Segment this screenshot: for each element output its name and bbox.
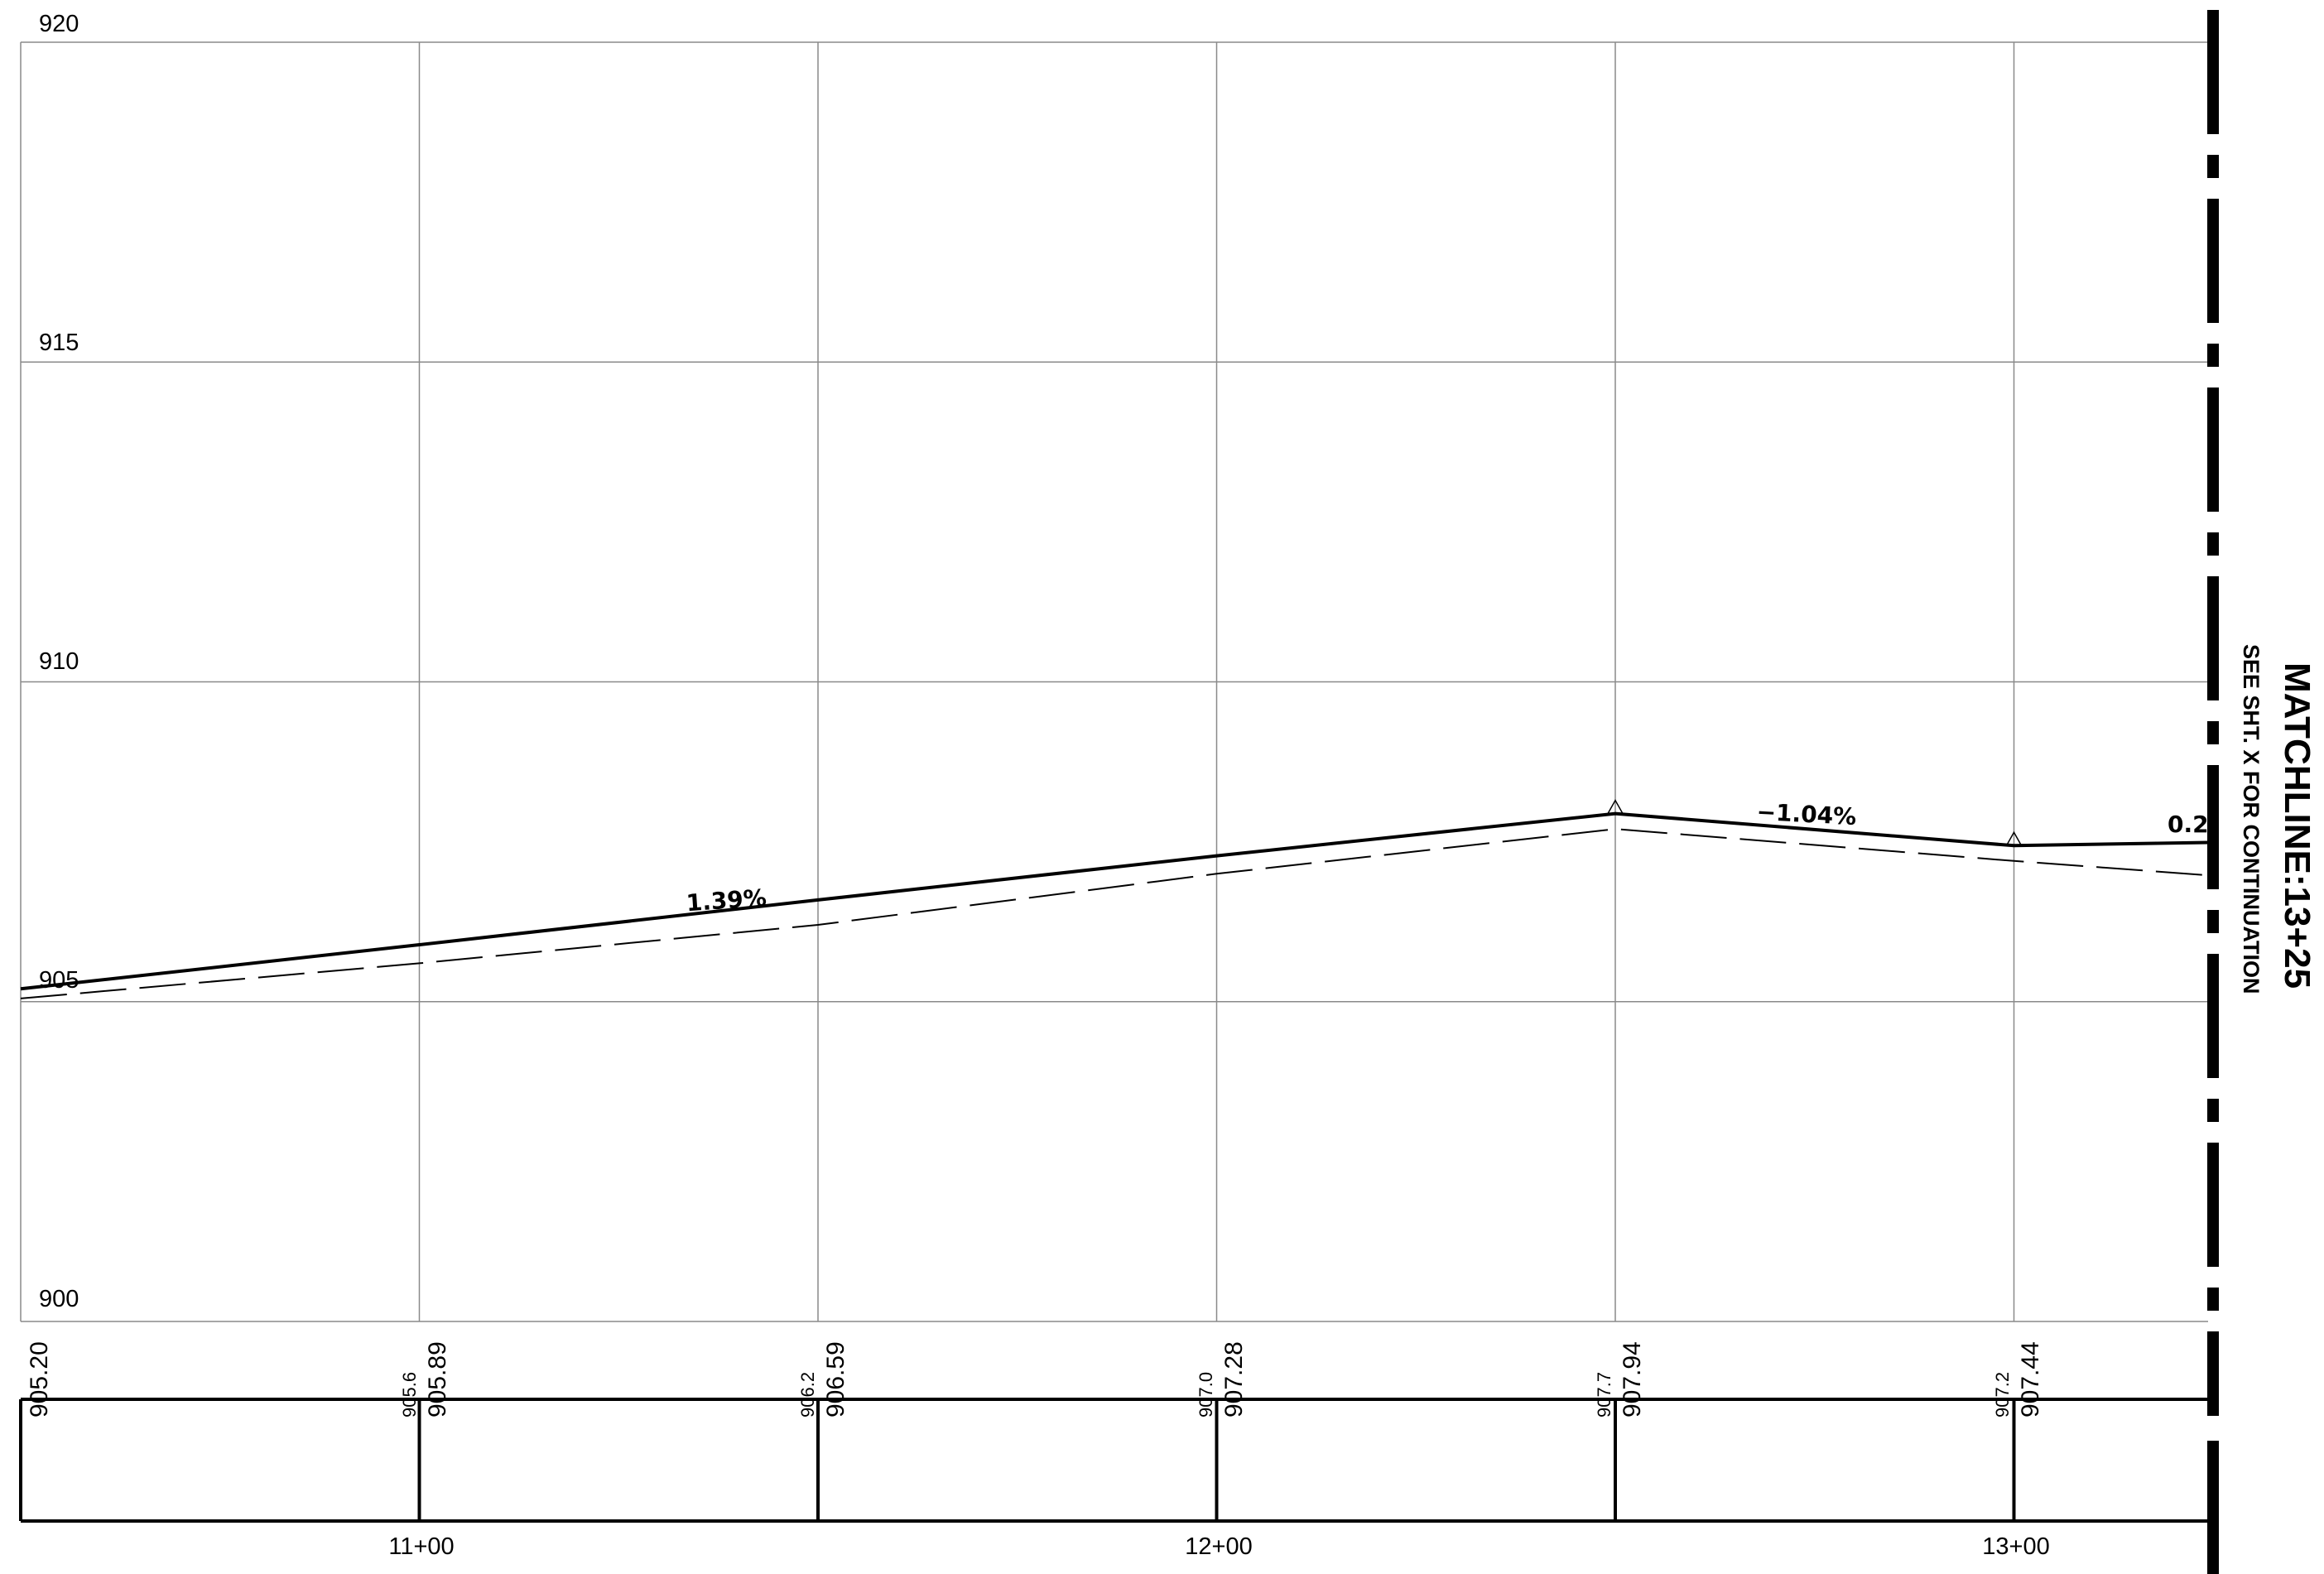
table-cell-existing-2: 906.2 [797,1372,818,1418]
pvi-marker-2 [2005,830,2023,847]
table-cell-existing-3: 907.0 [1196,1372,1216,1418]
table-cell-proposed-1: 905.89 [424,1341,451,1418]
table-cell-proposed-0: 905.20 [26,1341,53,1418]
elevation-table-values: 905.20 905.6 905.89 906.2 906.59 907.0 9… [26,1341,2044,1418]
station-label-12-00: 12+00 [1185,1533,1252,1560]
table-cell-existing-1: 905.6 [399,1372,420,1418]
table-cell-existing-4: 907.7 [1594,1372,1614,1418]
table-cell-proposed-4: 907.94 [1619,1341,1646,1418]
matchline-subtitle: SEE SHT. X FOR CONTINUATION [2239,644,2264,994]
pvi-marker-1 [1606,799,1624,815]
elevation-label-920: 920 [39,11,79,37]
profile-grid [20,41,2208,1322]
existing-ground-line [20,828,2214,999]
elevation-label-900: 900 [39,1286,79,1312]
elevation-label-915: 915 [39,330,79,356]
proposed-profile-line [20,811,2214,991]
grade-labels: 1.39% −1.04% 0.2 [686,798,2209,917]
station-axis-labels: 11+00 12+00 13+00 [388,1533,2049,1560]
matchline: MATCHLINE:13+25 SEE SHT. X FOR CONTINUAT… [2207,10,2317,1574]
station-label-11-00: 11+00 [388,1533,454,1560]
grade-label-3: 0.2 [2168,811,2209,838]
elevation-table [19,1398,2208,1523]
grade-label-2: −1.04% [1756,798,1857,830]
matchline-title: MATCHLINE:13+25 [2277,662,2317,989]
elevation-axis-labels: 920 915 910 905 900 [39,11,79,1312]
station-label-13-00: 13+00 [1982,1533,2049,1560]
table-cell-proposed-2: 906.59 [822,1341,849,1418]
table-cell-existing-5: 907.2 [1992,1372,2013,1418]
elevation-label-910: 910 [39,648,79,675]
pvi-markers [1606,799,2023,847]
elevation-label-905: 905 [39,967,79,994]
grade-label-1: 1.39% [686,884,767,917]
table-cell-proposed-3: 907.28 [1220,1341,1248,1418]
table-cell-proposed-5: 907.44 [2017,1341,2044,1418]
